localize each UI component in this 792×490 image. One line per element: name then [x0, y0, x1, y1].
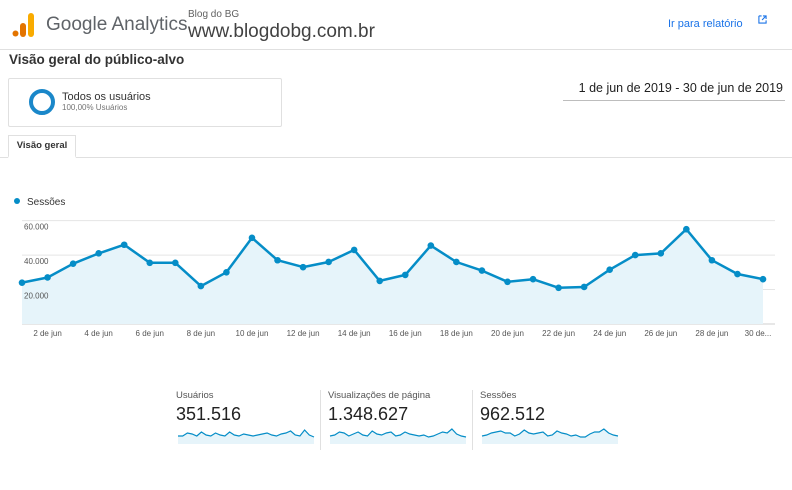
data-point[interactable]	[223, 269, 230, 276]
data-point[interactable]	[172, 259, 179, 267]
sparkline-area	[482, 429, 618, 444]
data-point[interactable]	[504, 278, 511, 286]
data-point[interactable]	[606, 266, 613, 274]
data-point[interactable]	[120, 241, 128, 249]
sparkline-line	[178, 429, 315, 438]
property-name[interactable]: Blog do BG	[188, 9, 240, 20]
data-point[interactable]	[580, 283, 588, 291]
legend-dot-icon	[14, 198, 20, 204]
data-point[interactable]	[299, 263, 307, 271]
data-point[interactable]	[18, 279, 26, 286]
data-point[interactable]	[274, 256, 281, 264]
x-tick-label: 28 de jun	[695, 329, 728, 338]
metric-label: Usuários	[176, 390, 214, 401]
data-point[interactable]	[95, 250, 102, 257]
data-point[interactable]	[555, 284, 562, 292]
sparkline-line	[329, 428, 467, 438]
page-title: Visão geral do público-alvo	[9, 52, 185, 67]
metric-value: 962.512	[480, 404, 546, 424]
x-tick-label: 26 de jun	[644, 329, 677, 338]
sessions-sparkline	[481, 428, 619, 444]
segment-name: Todos os usuários	[62, 91, 151, 103]
segment-percentage: 100,00% Usuários	[62, 103, 128, 112]
metric-users[interactable]: Usuários 351.516	[176, 388, 322, 450]
metric-pageviews[interactable]: Visualizações de página 1.348.627	[328, 388, 474, 450]
x-tick-label: 16 de jun	[389, 329, 422, 338]
date-range-selector[interactable]: 1 de jun de 2019 - 30 de jun de 2019	[563, 78, 785, 101]
data-point[interactable]	[734, 270, 741, 278]
pageviews-sparkline	[329, 428, 467, 444]
tab-overview[interactable]: Visão geral	[8, 135, 76, 158]
metric-divider	[320, 390, 321, 450]
y-tick-label: 20.000	[24, 292, 49, 301]
segment-circle-icon	[29, 89, 55, 115]
x-tick-label: 6 de jun	[136, 329, 164, 338]
legend-label: Sessões	[27, 197, 66, 208]
data-point[interactable]	[44, 274, 51, 281]
sparkline-line	[481, 428, 619, 438]
open-in-new-icon[interactable]	[758, 15, 767, 24]
x-tick-label: 12 de jun	[287, 329, 320, 338]
chart-legend[interactable]: Sessões	[14, 197, 65, 208]
sparkline-area	[178, 430, 314, 444]
y-tick-label: 60.000	[24, 223, 49, 232]
metric-divider	[472, 390, 473, 450]
users-sparkline	[178, 429, 315, 444]
sessions-line	[21, 227, 764, 290]
data-point[interactable]	[478, 267, 486, 274]
data-point[interactable]	[453, 258, 460, 266]
metric-sessions[interactable]: Sessões 962.512	[480, 388, 626, 450]
google-analytics-logo-icon	[12, 13, 34, 37]
segment-card[interactable]: Todos os usuários 100,00% Usuários	[8, 78, 282, 127]
x-tick-label: 4 de jun	[84, 329, 112, 338]
data-point[interactable]	[631, 251, 639, 259]
x-tick-label: 20 de jun	[491, 329, 524, 338]
x-tick-label: 2 de jun	[33, 329, 61, 338]
metric-value: 1.348.627	[328, 404, 409, 424]
data-point[interactable]	[197, 282, 205, 290]
app-name[interactable]: Google Analytics	[46, 14, 188, 35]
x-tick-label: 22 de jun	[542, 329, 575, 338]
metric-label: Visualizações de página	[328, 390, 431, 401]
metric-value: 351.516	[176, 404, 242, 424]
data-point[interactable]	[248, 234, 256, 242]
metric-label: Sessões	[480, 390, 517, 401]
data-point[interactable]	[683, 225, 690, 233]
data-point[interactable]	[325, 258, 332, 266]
data-point[interactable]	[759, 275, 767, 283]
y-tick-label: 40.000	[24, 257, 49, 266]
sessions-chart[interactable]: 20.000 40.000 60.000 2 de jun 4 de jun 6 de …	[0, 212, 792, 347]
x-tick-label: 24 de jun	[593, 329, 626, 338]
data-point[interactable]	[146, 259, 154, 267]
x-tick-label: 18 de jun	[440, 329, 473, 338]
x-tick-label: 8 de jun	[187, 329, 215, 338]
sparkline-area	[330, 429, 466, 444]
data-point[interactable]	[657, 250, 665, 257]
x-tick-label: 10 de jun	[236, 329, 269, 338]
data-point[interactable]	[350, 246, 358, 254]
x-tick-label: 14 de jun	[338, 329, 371, 338]
data-point[interactable]	[529, 275, 537, 283]
data-point[interactable]	[376, 277, 384, 285]
data-point[interactable]	[69, 260, 77, 267]
x-tick-label: 30 de...	[745, 329, 772, 338]
go-to-report-link[interactable]: Ir para relatório	[668, 18, 743, 30]
data-point[interactable]	[708, 256, 716, 264]
sessions-area	[22, 229, 763, 324]
app-header: Google Analytics Blog do BG www.blogdobg…	[0, 0, 792, 50]
data-point[interactable]	[427, 242, 435, 249]
tab-divider	[0, 157, 792, 158]
view-selector[interactable]: www.blogdobg.com.br	[188, 21, 375, 42]
data-point[interactable]	[401, 271, 409, 279]
